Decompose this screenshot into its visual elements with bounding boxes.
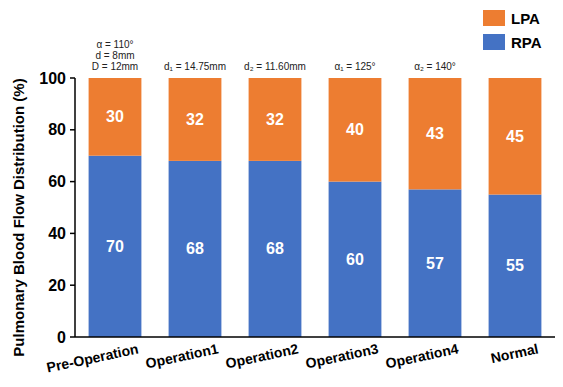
y-tick-label: 20 xyxy=(48,277,66,294)
y-axis xyxy=(74,78,76,337)
legend: LPA RPA xyxy=(483,10,542,51)
bar-segment xyxy=(329,182,382,337)
legend-label: LPA xyxy=(511,10,540,27)
x-axis xyxy=(75,336,555,338)
legend-swatch xyxy=(483,10,505,26)
data-label: 55 xyxy=(506,257,524,274)
y-tick-label: 80 xyxy=(48,121,66,138)
chart: 70 30 68 32 68 32 60 40 57 43 55 45 0 20 40 60 80 100 Pulm… xyxy=(0,0,563,387)
bar-segment xyxy=(409,78,462,189)
bar-segment xyxy=(89,156,142,337)
legend-label: RPA xyxy=(511,34,542,51)
data-label: 32 xyxy=(266,111,284,128)
y-tick-label: 40 xyxy=(48,225,66,242)
bar-segment xyxy=(169,161,222,337)
bar-segment xyxy=(329,78,382,182)
data-label: 60 xyxy=(346,251,364,268)
y-tick-label: 60 xyxy=(48,173,66,190)
y-tick-label: 100 xyxy=(39,70,66,87)
legend-swatch xyxy=(483,34,505,50)
data-label: 57 xyxy=(426,255,444,272)
data-label: 40 xyxy=(346,121,364,138)
x-tick-label: Operation1 xyxy=(144,340,220,371)
annotation: d₁ = 14.75mm xyxy=(164,61,226,72)
data-label: 70 xyxy=(106,238,124,255)
bar-segment xyxy=(409,189,462,337)
y-tick-label: 0 xyxy=(57,329,66,346)
bar-segment xyxy=(169,78,222,161)
bars xyxy=(89,78,542,337)
y-axis-title: Pulmonary Blood Flow Distribution (%) xyxy=(10,78,27,356)
annotation: d₂ = 11.60mm xyxy=(244,61,306,72)
data-label: 30 xyxy=(106,108,124,125)
data-label: 68 xyxy=(186,240,204,257)
bar-segment xyxy=(249,161,302,337)
data-label: 43 xyxy=(426,125,444,142)
data-label: 68 xyxy=(266,240,284,257)
y-tick xyxy=(70,77,75,79)
x-tick-label: Operation4 xyxy=(384,340,460,371)
x-tick-label: Operation3 xyxy=(304,340,380,371)
annotation: D = 12mm xyxy=(92,61,138,72)
annotation: α = 110° xyxy=(96,39,133,50)
y-tick xyxy=(70,181,75,183)
y-tick xyxy=(70,233,75,235)
x-tick-label: Pre-Operation xyxy=(45,340,140,375)
y-tick xyxy=(70,336,75,338)
annotation: d = 8mm xyxy=(95,50,134,61)
data-labels: 70 30 68 32 68 32 60 40 57 43 55 45 xyxy=(106,108,524,274)
bar-segment xyxy=(489,195,542,337)
bar-segment xyxy=(489,78,542,195)
bar-segment xyxy=(89,78,142,156)
y-tick xyxy=(70,284,75,286)
x-tick-label: Operation2 xyxy=(224,340,300,371)
annotation: α₂ = 140° xyxy=(414,61,456,72)
y-tick xyxy=(70,129,75,131)
x-tick-label: Normal xyxy=(489,340,540,366)
data-label: 32 xyxy=(186,111,204,128)
bar-segment xyxy=(249,78,302,161)
annotation: α₁ = 125° xyxy=(334,61,375,72)
data-label: 45 xyxy=(506,128,524,145)
